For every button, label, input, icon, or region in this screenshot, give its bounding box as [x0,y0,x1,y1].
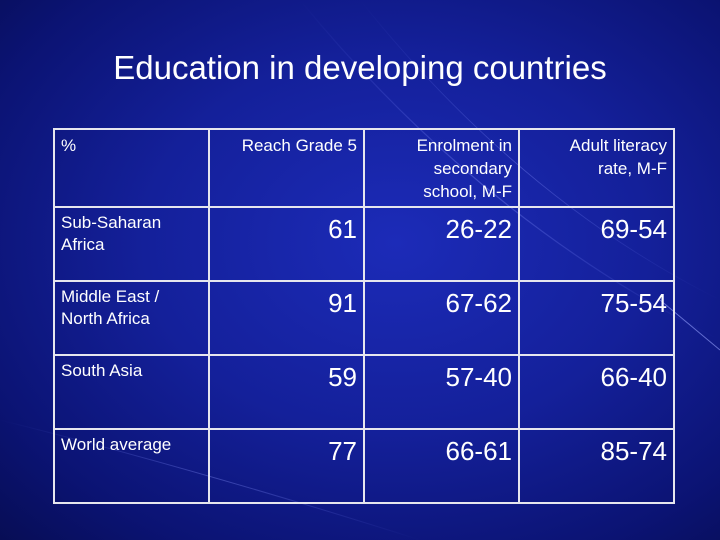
header-enrolment-line: school, M-F [423,182,512,201]
region-line: South Asia [61,361,143,380]
table-row: South Asia 59 57-40 66-40 [53,354,675,430]
literacy-cell: 75-54 [518,280,675,356]
header-literacy: Adult literacy rate, M-F [518,128,675,208]
region-line: North Africa [61,309,150,328]
region-line: Sub-Saharan [61,213,162,232]
header-enrolment-line: Enrolment in [416,136,512,155]
literacy-cell: 66-40 [518,354,675,430]
header-literacy-line: Adult literacy [569,136,667,155]
region-line: World average [61,435,172,454]
education-table: % Reach Grade 5 Enrolment in secondary s… [53,128,675,504]
reach-grade-5-cell: 59 [208,354,365,430]
header-enrolment: Enrolment in secondary school, M-F [363,128,520,208]
enrolment-cell: 66-61 [363,428,520,504]
table-row: Middle East / North Africa 91 67-62 75-5… [53,280,675,356]
header-percent: % [53,128,210,208]
table-row: Sub-Saharan Africa 61 26-22 69-54 [53,206,675,282]
literacy-cell: 69-54 [518,206,675,282]
enrolment-cell: 57-40 [363,354,520,430]
reach-grade-5-cell: 91 [208,280,365,356]
header-enrolment-line: secondary [433,159,512,178]
literacy-cell: 85-74 [518,428,675,504]
reach-grade-5-cell: 61 [208,206,365,282]
enrolment-cell: 26-22 [363,206,520,282]
slide-title: Education in developing countries [113,49,607,86]
enrolment-cell: 67-62 [363,280,520,356]
header-reach-grade-5: Reach Grade 5 [208,128,365,208]
region-cell: Middle East / North Africa [53,280,210,356]
table-header-row: % Reach Grade 5 Enrolment in secondary s… [53,128,675,208]
header-literacy-line: rate, M-F [598,159,667,178]
region-line: Africa [61,235,105,254]
region-cell: South Asia [53,354,210,430]
reach-grade-5-cell: 77 [208,428,365,504]
region-line: Middle East / [61,287,160,306]
region-cell: World average [53,428,210,504]
region-cell: Sub-Saharan Africa [53,206,210,282]
table-row: World average 77 66-61 85-74 [53,428,675,504]
